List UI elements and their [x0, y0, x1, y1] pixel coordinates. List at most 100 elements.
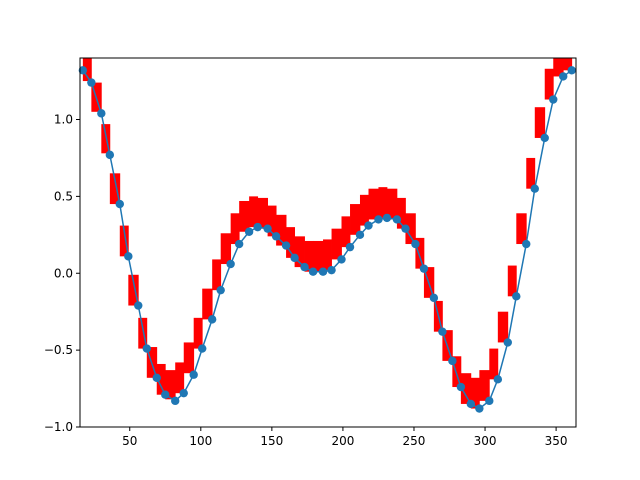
- band-step: [386, 188, 398, 220]
- x-tick-label: 350: [545, 434, 568, 448]
- band-step: [193, 317, 203, 349]
- data-point: [337, 255, 346, 264]
- data-point: [382, 213, 392, 223]
- data-point: [485, 396, 494, 406]
- data-point: [448, 356, 457, 366]
- data-point: [419, 264, 429, 273]
- band-step: [368, 188, 379, 220]
- data-point: [318, 267, 328, 276]
- band-step: [323, 239, 332, 271]
- y-tick-label: 0.5: [54, 189, 73, 203]
- x-tick-label: 100: [189, 434, 212, 448]
- data-point: [466, 399, 476, 409]
- data-point: [105, 150, 115, 160]
- data-point: [493, 375, 503, 384]
- data-point: [300, 262, 309, 272]
- band-step: [405, 213, 416, 245]
- data-point: [456, 382, 466, 392]
- band-step: [230, 213, 240, 245]
- data-point: [522, 239, 531, 249]
- band-step: [396, 197, 406, 229]
- band-layer: [82, 58, 573, 409]
- data-point: [271, 232, 281, 241]
- band-step: [526, 157, 536, 189]
- band-step: [534, 107, 546, 138]
- y-axis: −1.0 −0.5 0.0 0.5 1.0: [44, 113, 80, 434]
- band-step: [331, 228, 342, 260]
- y-tick-label: 0.0: [54, 266, 73, 280]
- data-point: [567, 66, 576, 75]
- band-step: [507, 265, 517, 297]
- data-point: [115, 199, 124, 209]
- data-point: [171, 396, 180, 406]
- data-point: [78, 66, 88, 75]
- data-point: [207, 315, 217, 324]
- data-point: [226, 259, 235, 269]
- data-point: [134, 301, 143, 310]
- band-step: [479, 370, 490, 401]
- band-step: [516, 213, 527, 245]
- band-step: [378, 187, 388, 218]
- data-point: [308, 267, 318, 276]
- band-step: [294, 236, 305, 268]
- band-step: [497, 311, 509, 343]
- band-step: [82, 58, 92, 82]
- band-step: [563, 58, 573, 71]
- band-step: [415, 237, 425, 269]
- data-point: [152, 373, 161, 382]
- data-point: [198, 344, 207, 353]
- band-step: [175, 362, 185, 394]
- data-point: [512, 292, 521, 301]
- data-point: [475, 404, 484, 413]
- band-step: [156, 363, 166, 395]
- band-step: [489, 348, 499, 380]
- band-step: [212, 259, 222, 291]
- x-tick-label: 200: [331, 434, 354, 448]
- band-step: [128, 274, 139, 306]
- plot-frame: [79, 57, 577, 428]
- data-point: [401, 224, 410, 233]
- band-step: [341, 216, 351, 248]
- data-point: [244, 227, 254, 236]
- band-step: [119, 225, 129, 257]
- data-point: [216, 285, 225, 295]
- marker-layer: [78, 66, 576, 413]
- data-point: [559, 72, 568, 81]
- band-step: [220, 233, 232, 265]
- data-point: [87, 78, 96, 87]
- data-point: [161, 390, 170, 399]
- y-tick-label: −1.0: [44, 420, 73, 434]
- data-point: [374, 215, 383, 224]
- band-step: [286, 227, 296, 258]
- data-point: [530, 184, 539, 193]
- data-point: [429, 293, 439, 303]
- band-step: [452, 356, 462, 388]
- data-point: [179, 388, 188, 398]
- data-point: [392, 215, 402, 224]
- band-step: [553, 58, 564, 77]
- band-step: [257, 197, 268, 229]
- band-step: [350, 204, 361, 235]
- band-step: [183, 342, 195, 374]
- band-step: [276, 214, 287, 246]
- data-point: [253, 222, 262, 232]
- band-step: [239, 200, 250, 232]
- band-step: [267, 205, 277, 237]
- band-step: [460, 373, 472, 404]
- data-point: [327, 265, 336, 275]
- data-point: [540, 133, 549, 143]
- x-tick-label: 150: [260, 434, 283, 448]
- band-step: [138, 317, 148, 349]
- x-axis: 50 100 150 200 250 300 350: [122, 427, 568, 448]
- y-tick-label: −0.5: [44, 343, 73, 357]
- data-point: [281, 241, 291, 250]
- data-point: [234, 239, 244, 249]
- data-point: [97, 109, 106, 118]
- x-tick-label: 50: [122, 434, 137, 448]
- data-point: [345, 242, 355, 252]
- x-tick-label: 300: [474, 434, 497, 448]
- data-point: [355, 230, 365, 240]
- data-point: [438, 327, 447, 336]
- data-point: [411, 239, 420, 249]
